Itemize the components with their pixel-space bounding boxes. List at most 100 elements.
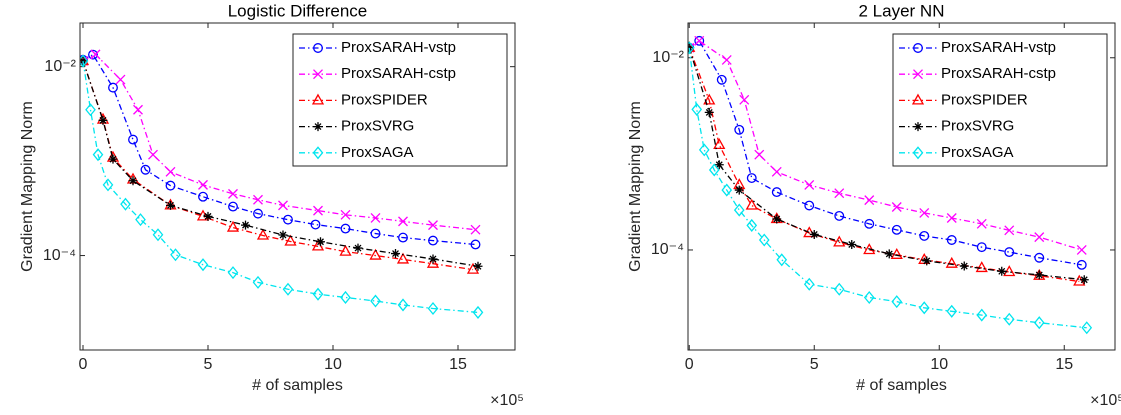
marker [890,247,903,259]
marker [758,233,770,247]
marker [120,197,131,211]
marker [313,122,323,132]
marker [919,230,930,241]
marker [809,229,819,239]
marker [391,249,400,259]
x-tick-label: 10 [324,356,342,373]
marker [1076,245,1087,255]
marker [313,69,323,80]
marker [310,219,321,230]
marker [946,213,957,223]
marker [316,237,325,247]
x-tick-label: 0 [685,356,694,373]
marker [340,209,351,220]
marker [203,211,213,221]
legend-label: ProxSAGA [941,144,1014,161]
marker [746,218,758,232]
x-tick-label: 0 [79,356,88,373]
x-tick-label: 5 [810,356,819,373]
marker [803,277,815,291]
marker [922,256,932,266]
marker [745,198,758,210]
marker [428,254,438,264]
marker [1079,275,1089,285]
marker [919,207,930,218]
marker [80,54,89,68]
marker [833,282,845,296]
marker [912,146,924,160]
marker [997,266,1007,276]
marker [278,230,288,240]
marker [946,235,957,245]
marker [340,223,351,234]
marker [228,201,238,212]
marker [198,179,208,190]
marker [170,248,181,262]
marker [398,216,408,227]
marker [98,115,108,125]
marker [152,228,164,242]
marker [148,149,158,160]
x-tick-label: 15 [449,356,467,373]
legend-label: ProxSAGA [341,144,414,161]
marker [1034,232,1045,243]
marker [108,82,118,93]
legend-label: ProxSPIDER [941,91,1028,108]
marker [834,210,845,221]
marker [472,305,484,319]
marker [128,134,138,145]
marker [88,49,98,60]
marker [1076,259,1087,270]
marker [733,203,745,217]
marker [428,235,438,246]
series-line [688,40,1082,251]
marker [165,166,176,177]
marker [1073,274,1086,286]
marker [370,213,381,223]
y-axis-label: Gradient Mapping Norm [19,101,36,272]
marker [256,228,270,240]
x-axis-label: # of samples [856,377,947,394]
marker [1033,316,1045,330]
marker [228,188,238,199]
marker [884,249,894,259]
marker [688,43,694,53]
marker [694,35,705,46]
marker [92,148,104,162]
marker [115,74,126,85]
marker [864,195,875,206]
marker [771,187,782,198]
marker [1003,312,1015,326]
marker [721,183,733,197]
marker [135,213,146,227]
marker [90,49,101,60]
series-line [82,53,476,231]
marker [426,256,440,268]
marker [976,218,987,229]
series-line [82,60,474,271]
y-tick-label: 10⁻² [652,49,684,66]
axes-box [79,22,516,351]
marker [703,93,716,105]
marker [804,200,815,211]
marker [108,154,118,164]
marker [473,261,483,271]
marker [704,107,714,117]
chart-panel: Logistic Difference # of samples ×10⁵ Gradi… [19,1,524,409]
marker [278,200,288,211]
marker [227,266,239,280]
marker [734,185,744,195]
marker [196,209,210,221]
marker [691,102,703,116]
marker [1004,225,1015,236]
marker [734,124,745,135]
marker [772,214,782,224]
y-tick-label: 10⁻⁴ [43,247,76,264]
marker [369,248,382,260]
marker [241,220,250,230]
marker [470,239,481,250]
legend-label: ProxSARAH-cstp [341,65,456,82]
marker [891,295,903,309]
marker [339,244,352,256]
